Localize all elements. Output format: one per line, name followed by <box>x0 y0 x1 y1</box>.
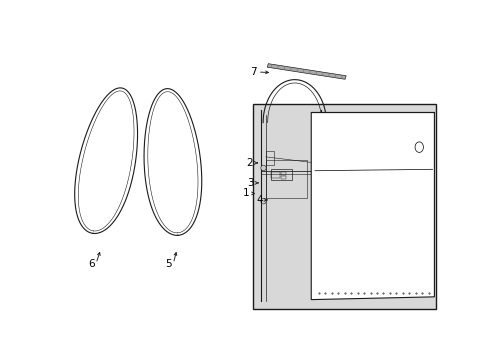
Bar <box>270 169 291 180</box>
Bar <box>270 172 280 177</box>
Bar <box>265 151 274 165</box>
Bar <box>281 176 285 179</box>
Text: 7: 7 <box>249 67 256 77</box>
Ellipse shape <box>260 198 265 204</box>
Ellipse shape <box>414 142 423 152</box>
Bar <box>265 159 307 198</box>
Text: 6: 6 <box>88 258 95 269</box>
Polygon shape <box>267 64 346 79</box>
Bar <box>281 172 285 175</box>
Text: 1: 1 <box>243 188 249 198</box>
Ellipse shape <box>260 165 265 171</box>
Text: 5: 5 <box>165 258 172 269</box>
Text: 3: 3 <box>247 178 253 188</box>
Text: 2: 2 <box>246 158 253 168</box>
Text: 4: 4 <box>256 195 263 205</box>
Polygon shape <box>311 112 433 300</box>
Bar <box>252 104 435 309</box>
